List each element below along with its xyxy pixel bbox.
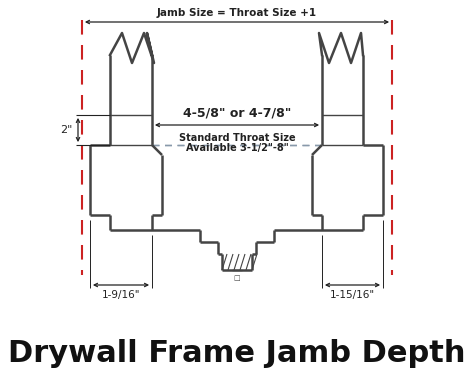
Text: Standard Throat Size: Standard Throat Size [179, 133, 295, 143]
Text: 2": 2" [61, 125, 73, 135]
Text: □: □ [234, 275, 240, 281]
Text: Available 3-1/2"-8": Available 3-1/2"-8" [186, 143, 288, 153]
Text: Jamb Size = Throat Size +1: Jamb Size = Throat Size +1 [157, 8, 317, 18]
Text: 4-5/8" or 4-7/8": 4-5/8" or 4-7/8" [183, 107, 291, 120]
Text: 1-15/16": 1-15/16" [330, 290, 375, 300]
Text: Drywall Frame Jamb Depth: Drywall Frame Jamb Depth [8, 339, 466, 368]
Text: 1-9/16": 1-9/16" [102, 290, 140, 300]
